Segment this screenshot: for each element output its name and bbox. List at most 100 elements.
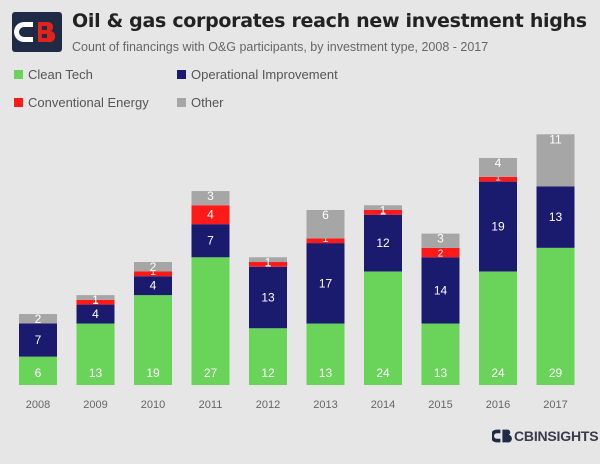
data-label: 1	[323, 234, 329, 245]
legend-swatch	[14, 98, 23, 107]
data-label: 12	[261, 366, 275, 380]
data-label: 19	[491, 220, 505, 234]
x-tick-label: 2013	[313, 399, 337, 411]
x-tick-label: 2017	[543, 399, 567, 411]
data-label: 1	[265, 255, 272, 269]
data-label: 2	[150, 260, 157, 274]
data-label: 1	[495, 173, 501, 184]
chart-title: Oil & gas corporates reach new investmen…	[72, 10, 587, 32]
bar-segment	[76, 304, 115, 324]
data-label: 12	[376, 236, 390, 250]
x-tick-label: 2009	[83, 399, 107, 411]
data-label: 1	[93, 296, 99, 307]
legend-swatch	[177, 98, 186, 107]
bar-segment	[479, 181, 517, 272]
data-label: 4	[92, 307, 99, 321]
data-label: 29	[549, 366, 563, 380]
bar-segment	[134, 295, 172, 385]
bar-segment	[306, 209, 345, 239]
x-tick-label: 2011	[199, 399, 223, 411]
bar-segment	[364, 205, 402, 210]
chart-subtitle: Count of financings with O&G participant…	[72, 40, 489, 54]
data-label: 13	[319, 366, 333, 380]
bar-segment	[479, 271, 517, 385]
legend-label: Conventional Energy	[28, 95, 149, 110]
bar-segment	[191, 224, 230, 258]
bar-segment	[421, 233, 460, 248]
data-label: 3	[437, 232, 444, 246]
bar-segment	[421, 247, 460, 258]
data-label: 24	[491, 366, 505, 380]
bar-segment	[76, 299, 115, 305]
bar-segment	[249, 266, 287, 329]
cb-insights-logo-icon	[12, 12, 62, 52]
bar-segment	[249, 257, 287, 263]
bar-segment	[76, 295, 115, 300]
data-label: 13	[261, 290, 275, 304]
bar-segment	[191, 257, 230, 385]
bar-segment	[479, 157, 517, 177]
data-label: 3	[207, 189, 214, 203]
bar-segment	[191, 205, 230, 225]
data-label: 1	[150, 267, 156, 278]
bar-segment	[76, 323, 115, 385]
bar-segment	[306, 323, 345, 385]
data-label: 6	[35, 366, 42, 380]
bar-segment	[306, 243, 345, 324]
x-tick-label: 2015	[428, 399, 452, 411]
data-label: 1	[265, 258, 271, 269]
bar-segment	[536, 247, 575, 385]
data-label: 4	[495, 156, 502, 170]
bar-segment	[364, 209, 402, 215]
data-label: 7	[207, 234, 214, 248]
bar-segment	[134, 276, 172, 296]
data-label: 7	[35, 333, 42, 347]
data-label: 2	[35, 312, 42, 326]
data-label: 1	[92, 293, 99, 307]
legend-swatch	[177, 70, 186, 79]
x-tick-label: 2008	[26, 399, 50, 411]
data-label: 27	[204, 366, 218, 380]
bar-segment	[421, 323, 460, 385]
data-label: 13	[434, 366, 448, 380]
brand-name: CBINSIGHTS	[514, 428, 599, 444]
bar-segment	[19, 323, 57, 357]
x-tick-label: 2014	[371, 399, 395, 411]
bar-segment	[306, 238, 345, 244]
data-label: 11	[549, 132, 562, 146]
bar-segment	[19, 314, 57, 324]
bar-segment	[364, 271, 402, 385]
data-label: 1	[380, 203, 387, 217]
data-label: 4	[150, 279, 157, 293]
data-label: 1	[380, 206, 386, 217]
data-label: 13	[549, 210, 563, 224]
bar-segment	[249, 262, 287, 267]
x-tick-label: 2010	[141, 399, 165, 411]
data-label: 13	[89, 366, 103, 380]
x-tick-label: 2016	[486, 399, 510, 411]
bar-segment	[249, 328, 287, 385]
bar-segment	[19, 356, 57, 385]
cb-insights-footer-icon	[492, 429, 512, 443]
bar-segment	[364, 214, 402, 272]
bar-segment	[479, 176, 517, 182]
bar-segment	[191, 191, 230, 206]
x-tick-label: 2012	[256, 399, 280, 411]
bar-segment	[421, 257, 460, 324]
legend-label: Other	[191, 95, 224, 110]
data-label: 24	[376, 366, 390, 380]
bar-segment	[536, 134, 575, 187]
data-label: 4	[207, 208, 214, 222]
legend-label: Clean Tech	[28, 67, 93, 82]
data-label: 2	[438, 248, 444, 259]
data-label: 14	[434, 283, 448, 297]
legend-swatch	[14, 70, 23, 79]
data-label: 17	[319, 276, 333, 290]
bar-segment	[134, 262, 172, 272]
legend-label: Operational Improvement	[191, 67, 338, 82]
data-label: 6	[322, 208, 329, 222]
data-label: 19	[146, 366, 160, 380]
bar-segment	[134, 271, 172, 277]
bar-segment	[536, 186, 575, 248]
